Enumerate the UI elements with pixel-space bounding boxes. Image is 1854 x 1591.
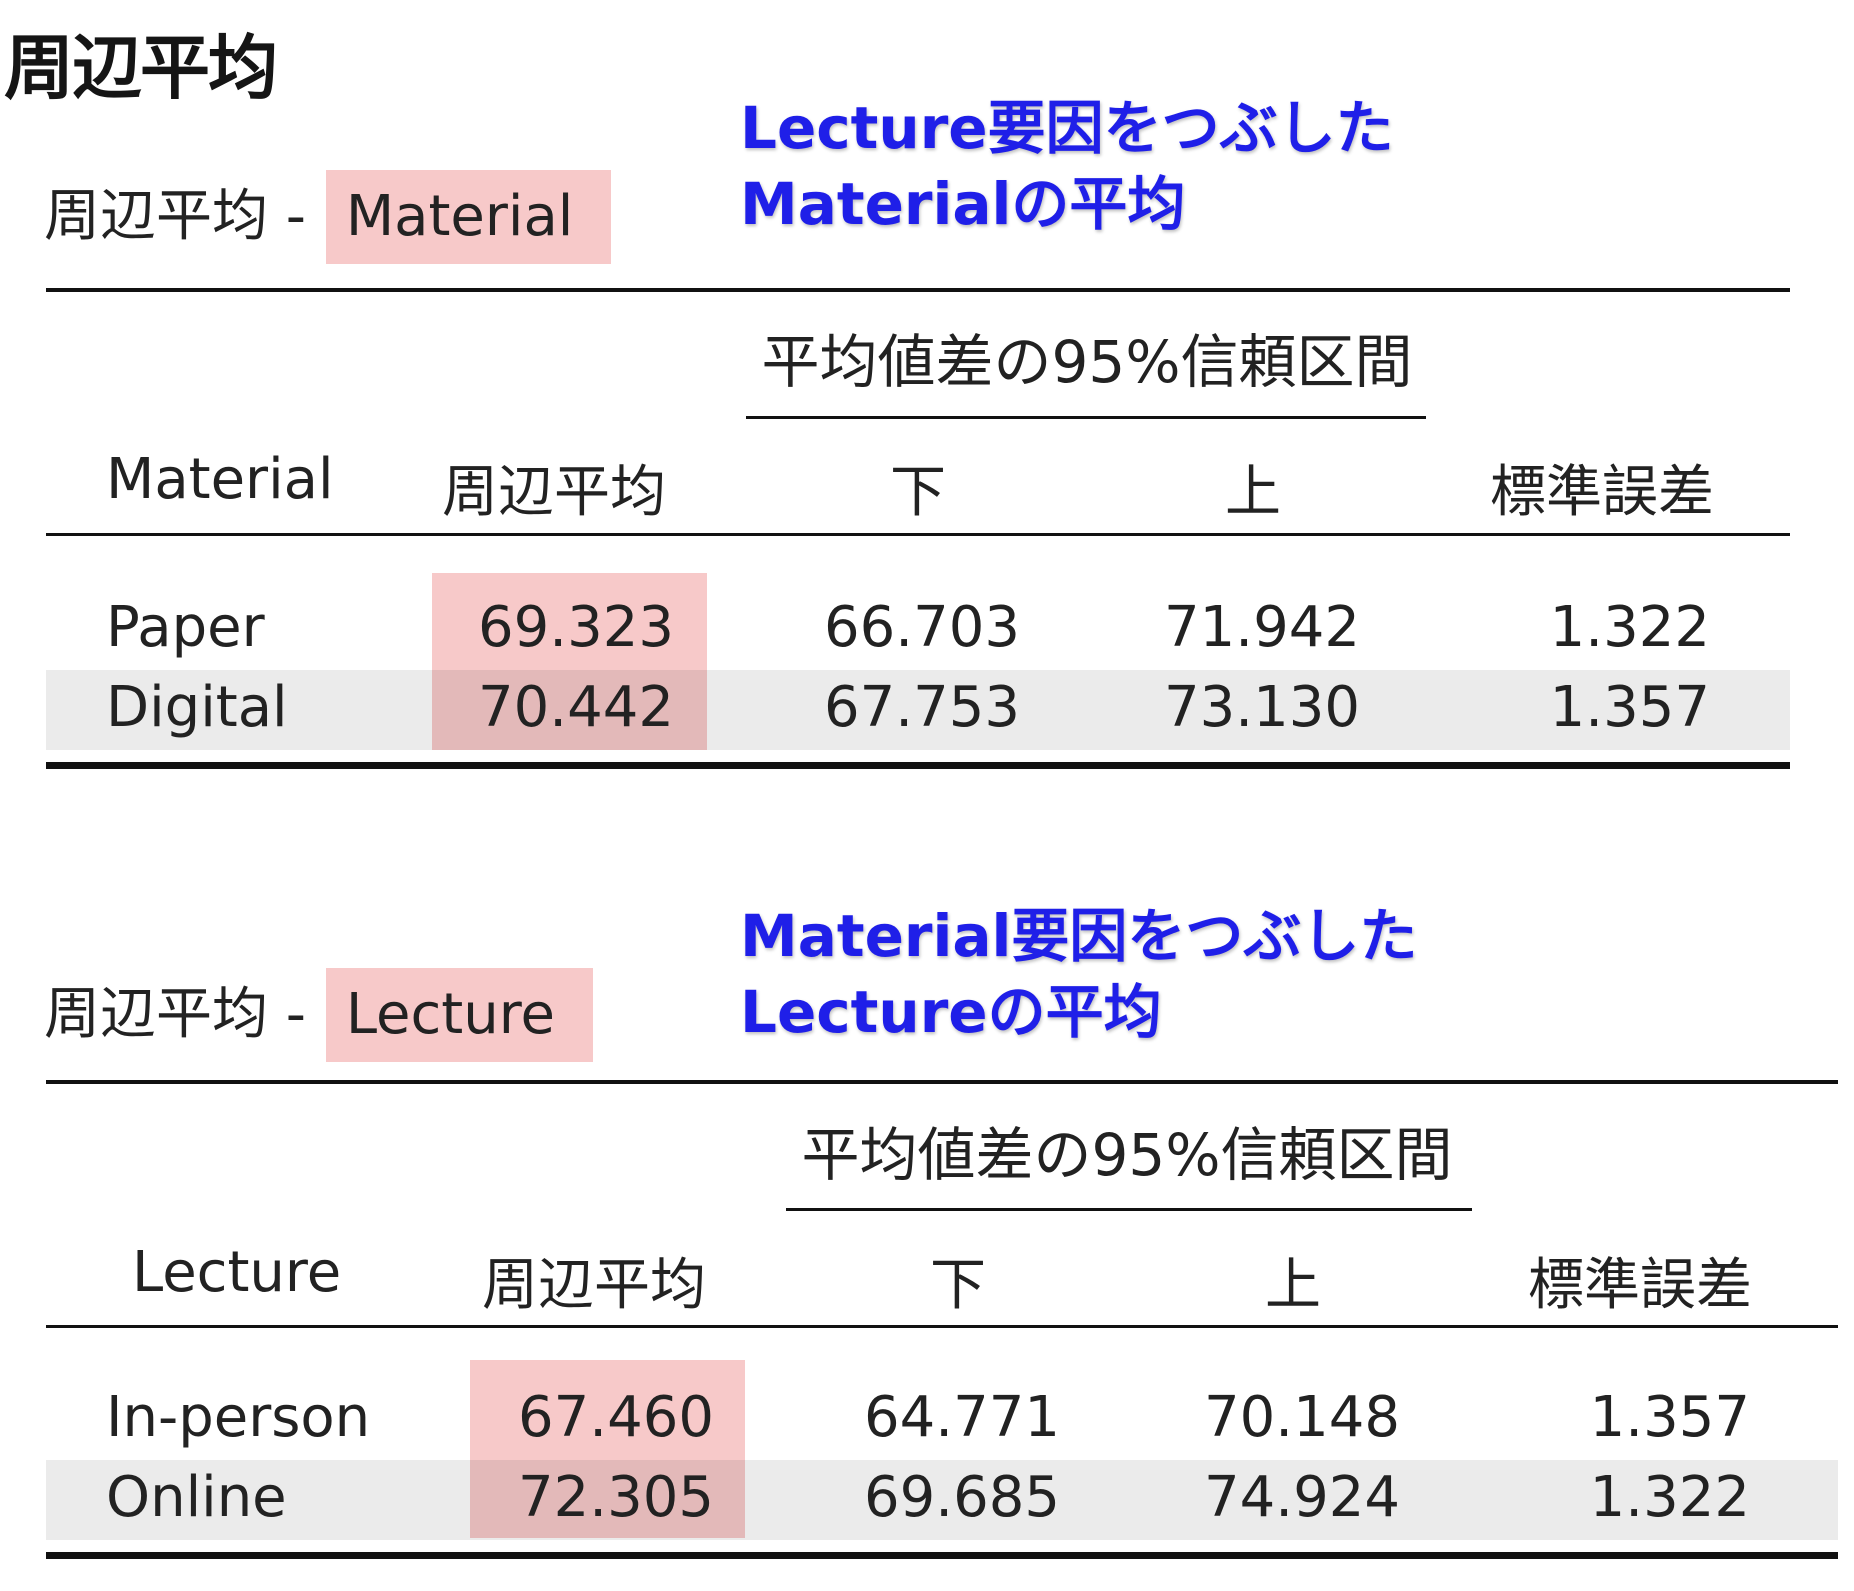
row-mean: 69.323: [478, 595, 674, 660]
striped-row-bg: [46, 1460, 1838, 1540]
subtitle-factor-highlight: Material: [325, 170, 612, 264]
striped-row-bg: [46, 670, 1790, 750]
col-header-mean: 周辺平均: [442, 460, 666, 525]
table-top-rule: [46, 288, 1790, 292]
subtitle-prefix: 周辺平均 -: [44, 184, 324, 249]
ci-rule: [746, 416, 1426, 419]
mean-highlight: [432, 573, 707, 750]
header-bottom-rule: [46, 533, 1790, 536]
subtitle-prefix: 周辺平均 -: [44, 982, 324, 1047]
col-header-factor: Material: [106, 447, 334, 512]
row-level: Digital: [106, 675, 288, 740]
row-lower: 66.703: [824, 595, 1020, 660]
col-header-lower: 下: [890, 460, 946, 525]
row-lower: 67.753: [824, 675, 1020, 740]
row-level: Paper: [106, 595, 265, 660]
annotation-line: Lectureの平均: [740, 978, 1162, 1046]
col-header-upper: 上: [1225, 460, 1281, 525]
annotation-line: Material要因をつぶした: [740, 902, 1418, 970]
col-header-lower: 下: [930, 1253, 986, 1318]
table-bottom-rule: [46, 762, 1790, 769]
row-upper: 70.148: [1204, 1385, 1400, 1450]
subtitle-factor-highlight: Lecture: [325, 968, 593, 1062]
row-se: 1.357: [1589, 1385, 1750, 1450]
col-header-factor: Lecture: [132, 1240, 342, 1305]
row-level: Online: [106, 1465, 287, 1530]
annotation-line: Lecture要因をつぶした: [740, 94, 1394, 162]
col-header-upper: 上: [1265, 1253, 1321, 1318]
row-se: 1.357: [1549, 675, 1710, 740]
row-upper: 74.924: [1204, 1465, 1400, 1530]
table-bottom-rule: [46, 1552, 1838, 1559]
row-mean: 70.442: [478, 675, 674, 740]
table-top-rule: [46, 1080, 1838, 1084]
annotation-line: Materialの平均: [740, 170, 1186, 238]
header-bottom-rule: [46, 1325, 1838, 1328]
row-level: In-person: [106, 1385, 371, 1450]
row-mean: 67.460: [518, 1385, 714, 1450]
row-lower: 64.771: [864, 1385, 1060, 1450]
col-header-mean: 周辺平均: [482, 1253, 706, 1318]
row-lower: 69.685: [864, 1465, 1060, 1530]
lecture-subtitle: 周辺平均 - Lecture: [44, 968, 593, 1062]
ci-header: 平均値差の95%信頼区間: [761, 328, 1413, 396]
lecture-annotation: Material要因をつぶした Lectureの平均: [740, 898, 1417, 1050]
material-subtitle: 周辺平均 - Material: [44, 170, 612, 264]
row-upper: 71.942: [1164, 595, 1360, 660]
page-title: 周辺平均: [4, 27, 278, 109]
row-se: 1.322: [1549, 595, 1710, 660]
row-se: 1.322: [1589, 1465, 1750, 1530]
ci-header: 平均値差の95%信頼区間: [801, 1121, 1453, 1189]
row-mean: 72.305: [518, 1465, 714, 1530]
col-header-se: 標準誤差: [1490, 460, 1714, 525]
ci-rule: [786, 1208, 1472, 1211]
material-annotation: Lecture要因をつぶした Materialの平均: [740, 90, 1394, 242]
col-header-se: 標準誤差: [1528, 1253, 1752, 1318]
mean-highlight: [470, 1360, 745, 1538]
row-upper: 73.130: [1164, 675, 1360, 740]
material-means-section: 周辺平均 - Material Lecture要因をつぶした Materialの…: [44, 90, 1790, 769]
